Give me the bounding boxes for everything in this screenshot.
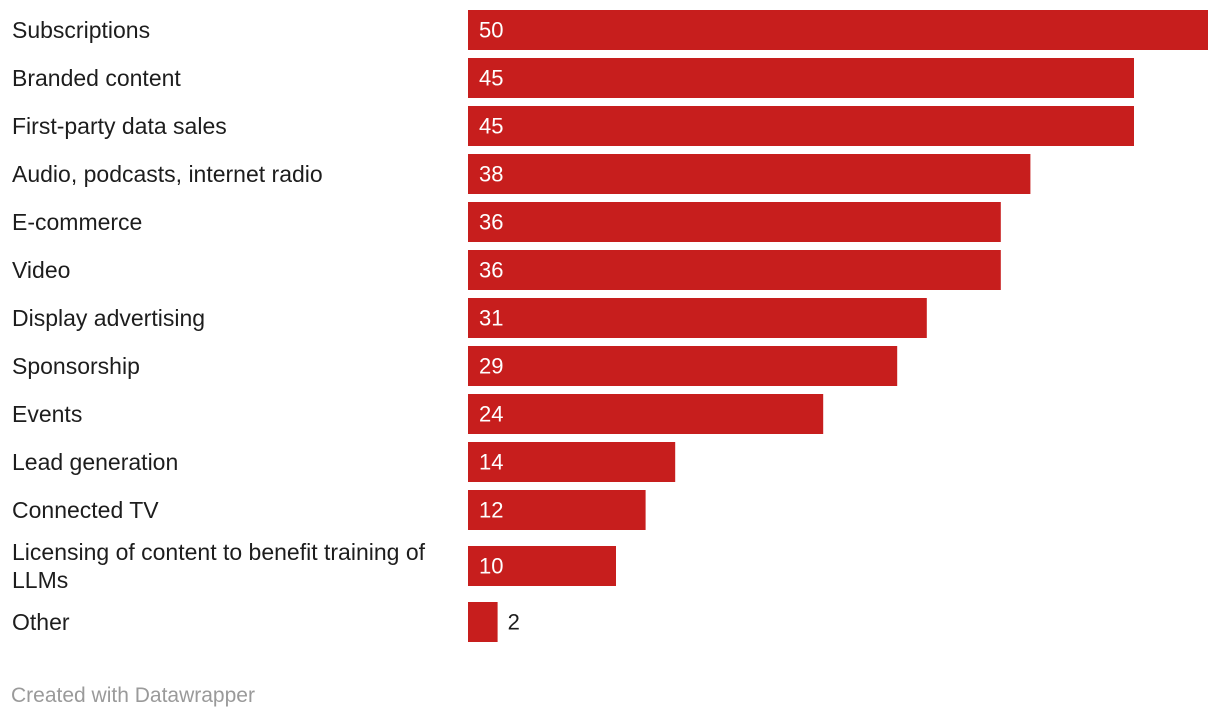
bar [468,58,1134,98]
category-label: Branded content [12,65,181,91]
category-label: Display advertising [12,305,205,331]
bar-chart: Subscriptions 50 Branded content 45 First-pa… [12,10,1208,642]
category-label: Events [12,401,82,427]
category-label: Other [12,609,70,635]
value-label: 45 [479,66,503,91]
value-label: 2 [508,610,520,635]
bar [468,202,1001,242]
bar [468,106,1134,146]
value-label: 50 [479,18,503,43]
bar [468,546,616,586]
value-label: 14 [479,450,503,475]
value-label: 36 [479,258,503,283]
value-label: 10 [479,554,503,579]
bar [468,10,1208,50]
category-label: Video [12,257,70,283]
category-label: First-party data sales [12,113,227,139]
category-label: Lead generation [12,449,178,475]
value-label: 38 [479,162,503,187]
bar [468,154,1031,194]
value-label: 45 [479,114,503,139]
category-label: E-commerce [12,209,142,235]
category-label: Audio, podcasts, internet radio [12,161,323,187]
bar [468,490,646,530]
bar [468,602,498,642]
value-label: 24 [479,402,503,427]
category-label: Licensing of content to benefit training… [12,539,426,593]
value-label: 12 [479,498,503,523]
value-label: 31 [479,306,503,331]
bar [468,298,927,338]
category-label: Connected TV [12,497,159,523]
value-label: 36 [479,210,503,235]
bar [468,394,824,434]
datawrapper-credit: Created with Datawrapper [11,684,255,707]
bar [468,250,1001,290]
bar [468,442,676,482]
value-label: 29 [479,354,503,379]
category-label: Sponsorship [12,353,140,379]
category-label: Subscriptions [12,17,150,43]
bar [468,346,898,386]
